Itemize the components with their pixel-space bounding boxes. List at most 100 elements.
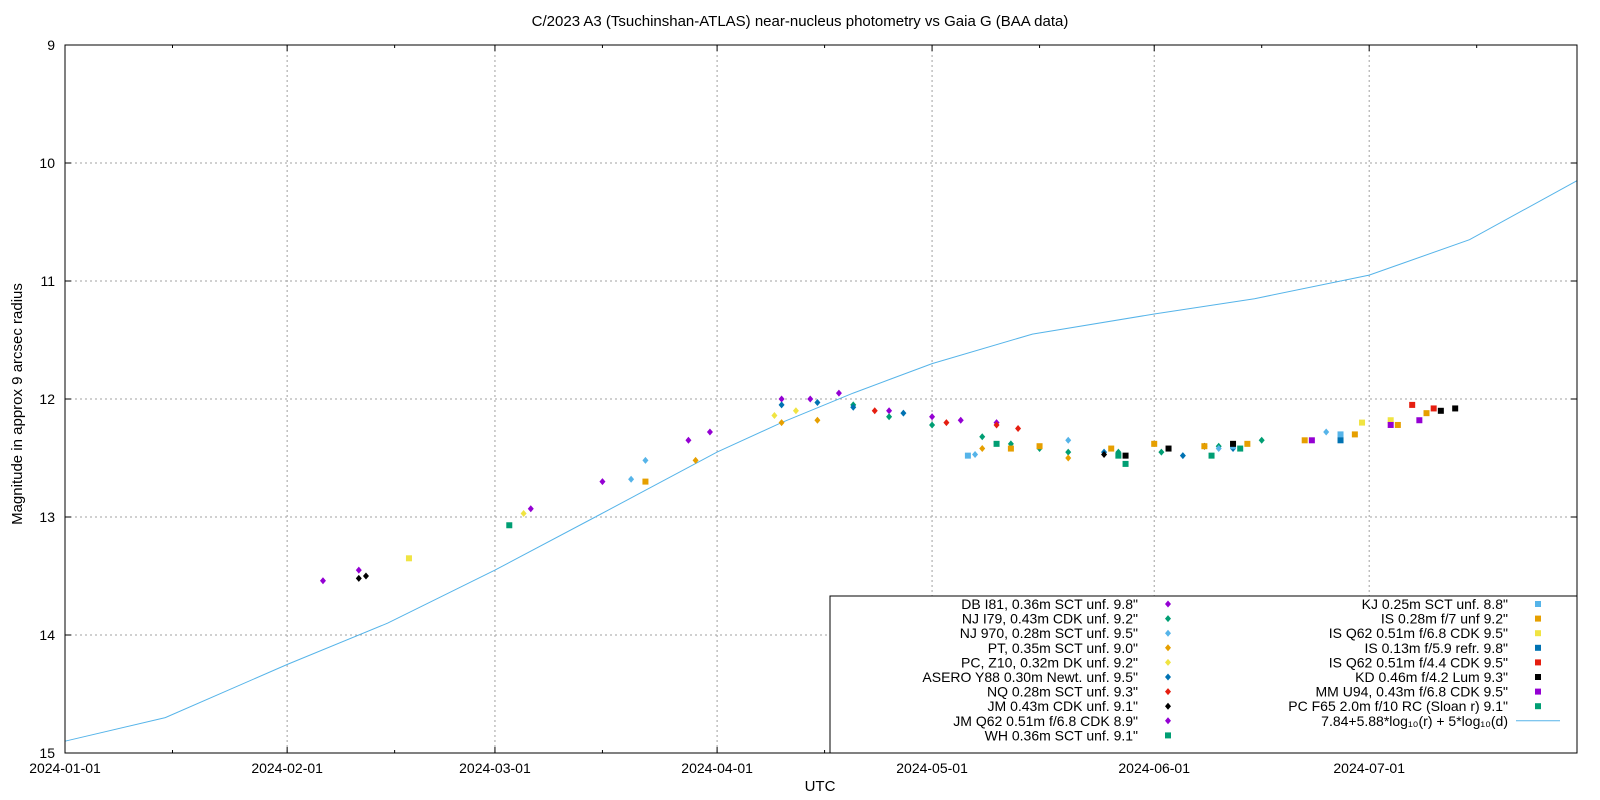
model-curve xyxy=(64,180,1578,742)
x-axis-label: UTC xyxy=(805,778,836,795)
data-point xyxy=(1423,410,1430,417)
data-point xyxy=(900,409,907,417)
legend-symbol xyxy=(1535,674,1541,680)
data-point xyxy=(771,412,778,420)
legend-label: 7.84+5.88*log₁₀(r) + 5*log₁₀(d) xyxy=(1321,713,1508,729)
data-point xyxy=(1437,407,1444,414)
x-tick-label: 2024-03-01 xyxy=(459,760,531,776)
data-point xyxy=(1065,454,1072,462)
data-point xyxy=(1165,445,1172,452)
y-tick-label: 13 xyxy=(39,509,55,525)
data-point xyxy=(1394,421,1401,428)
data-point xyxy=(1387,417,1394,424)
data-point xyxy=(1108,445,1115,452)
x-tick-label: 2024-07-01 xyxy=(1333,760,1405,776)
data-point xyxy=(943,419,950,427)
data-point xyxy=(642,456,649,464)
legend-symbol xyxy=(1165,673,1171,681)
data-point xyxy=(1416,417,1423,424)
data-point xyxy=(405,555,412,562)
legend-label: PC F65 2.0m f/10 RC (Sloan r) 9.1" xyxy=(1288,698,1508,714)
legend-symbol xyxy=(1165,600,1171,608)
data-point xyxy=(1208,452,1215,459)
legend-label: MM U94, 0.43m f/6.8 CDK 9.5" xyxy=(1316,684,1509,700)
data-point xyxy=(778,419,785,427)
data-point xyxy=(520,509,527,517)
point-layer xyxy=(319,389,1459,585)
legend-symbol xyxy=(1535,644,1541,651)
legend-label: JM 0.43m CDK unf. 9.1" xyxy=(988,698,1139,714)
data-point xyxy=(506,522,513,529)
plot-frame xyxy=(64,44,1578,754)
data-point xyxy=(1430,405,1437,412)
data-point xyxy=(1323,428,1330,436)
legend-symbol xyxy=(1165,732,1171,739)
y-tick-label: 12 xyxy=(39,391,55,407)
data-point xyxy=(355,574,362,582)
data-point xyxy=(1230,440,1237,447)
legend-symbol xyxy=(1165,644,1171,652)
legend-symbol xyxy=(1165,717,1171,725)
y-tick-label: 10 xyxy=(39,155,55,171)
model-layer xyxy=(64,180,1578,742)
legend-label: NQ 0.28m SCT unf. 9.3" xyxy=(987,684,1138,700)
data-point xyxy=(1151,440,1158,447)
data-point xyxy=(1036,443,1043,450)
data-point xyxy=(1452,405,1459,412)
legend-symbol xyxy=(1535,688,1541,695)
chart-title: C/2023 A3 (Tsuchinshan-ATLAS) near-nucle… xyxy=(532,13,1069,30)
legend-symbol xyxy=(1165,688,1171,696)
y-tick-label: 9 xyxy=(47,37,55,53)
data-point xyxy=(642,478,649,485)
legend-symbol xyxy=(1165,702,1171,710)
data-point xyxy=(871,407,878,415)
legend-label: DB I81, 0.36m SCT unf. 9.8" xyxy=(961,596,1138,612)
data-point xyxy=(1359,419,1366,426)
legend-symbol xyxy=(1165,615,1171,623)
x-tick-label: 2024-01-01 xyxy=(29,760,101,776)
data-point xyxy=(957,416,964,424)
legend-symbol xyxy=(1535,659,1541,666)
data-point xyxy=(1258,436,1265,444)
legend-symbol xyxy=(1535,630,1541,637)
data-point xyxy=(1308,437,1315,444)
data-point xyxy=(929,413,936,421)
data-point xyxy=(1237,445,1244,452)
legend-label: KD 0.46m f/4.2 Lum 9.3" xyxy=(1355,669,1508,685)
data-point xyxy=(1122,452,1129,459)
legend-label: PT, 0.35m SCT unf. 9.0" xyxy=(988,640,1138,656)
legend-label: JM Q62 0.51m f/6.8 CDK 8.9" xyxy=(953,713,1138,729)
legend-label: IS 0.13m f/5.9 refr. 9.8" xyxy=(1365,640,1509,656)
data-point xyxy=(1337,431,1344,438)
x-tick-label: 2024-05-01 xyxy=(896,760,968,776)
legend-symbol xyxy=(1165,629,1171,637)
data-point xyxy=(835,389,842,397)
data-point xyxy=(1351,431,1358,438)
data-point xyxy=(1337,437,1344,444)
data-point xyxy=(1115,452,1122,459)
data-point xyxy=(807,395,814,403)
data-point xyxy=(979,433,986,441)
data-point xyxy=(814,416,821,424)
data-point xyxy=(993,440,1000,447)
data-point xyxy=(1007,445,1014,452)
legend-label: IS 0.28m f/7 unf 9.2" xyxy=(1381,611,1508,627)
data-point xyxy=(993,421,1000,429)
data-point xyxy=(1065,436,1072,444)
legend-label: PC, Z10, 0.32m DK unf. 9.2" xyxy=(961,654,1138,670)
data-point xyxy=(964,452,971,459)
data-point xyxy=(599,478,606,486)
data-point xyxy=(527,505,534,513)
data-point xyxy=(1179,452,1186,460)
data-point xyxy=(778,401,785,409)
legend-label: IS Q62 0.51m f/4.4 CDK 9.5" xyxy=(1329,654,1508,670)
legend-symbol xyxy=(1165,658,1171,666)
data-point xyxy=(929,421,936,429)
data-point xyxy=(1065,448,1072,456)
data-point xyxy=(886,407,893,415)
data-point xyxy=(778,395,785,403)
data-point xyxy=(792,407,799,415)
x-tick-label: 2024-04-01 xyxy=(681,760,753,776)
